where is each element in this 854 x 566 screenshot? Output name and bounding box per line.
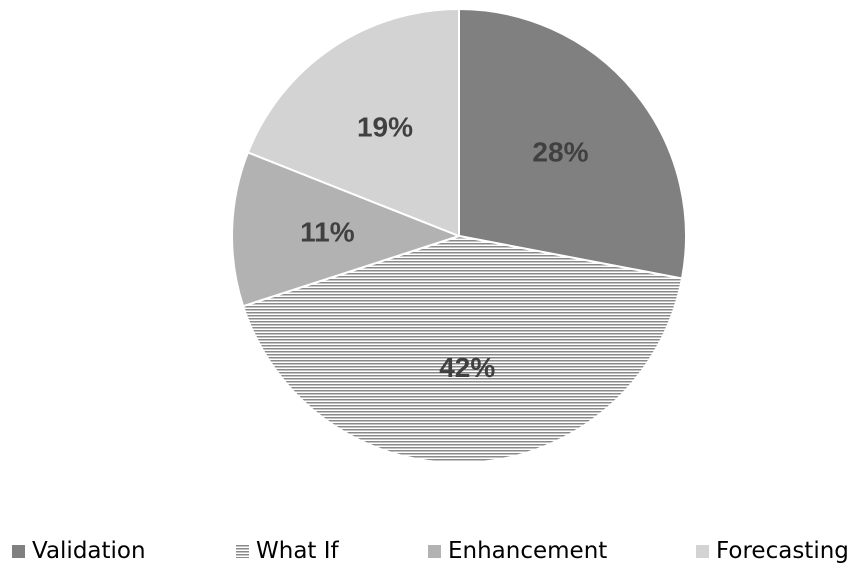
legend-swatch-what-if — [236, 544, 249, 558]
legend-swatch-enhancement — [428, 544, 441, 558]
pie-label-what-if: 42% — [439, 352, 495, 383]
legend: Validation What If Enhancement Forecasti… — [0, 536, 854, 566]
legend-item-enhancement: Enhancement — [428, 536, 607, 566]
legend-swatch-forecasting — [696, 544, 709, 558]
legend-label-validation: Validation — [32, 538, 146, 564]
pie-label-forecasting: 19% — [357, 112, 413, 143]
pie-slice-what-if — [241, 234, 684, 464]
legend-label-enhancement: Enhancement — [448, 538, 608, 564]
pie-slice-validation — [458, 7, 687, 280]
pie-slice-forecasting — [246, 7, 460, 238]
pie-label-validation: 28% — [532, 137, 588, 168]
legend-label-forecasting: Forecasting — [716, 538, 849, 564]
pie-slices — [231, 7, 687, 464]
legend-swatch-validation — [12, 544, 25, 558]
legend-label-what-if: What If — [256, 538, 339, 564]
pie-slice-labels: 28% 42% 11% 19% — [300, 112, 588, 383]
pie-label-enhancement: 11% — [300, 216, 355, 247]
legend-item-what-if: What If — [236, 536, 339, 566]
legend-item-forecasting: Forecasting — [696, 536, 849, 566]
pie-slice-enhancement — [231, 151, 462, 308]
legend-item-validation: Validation — [12, 536, 146, 566]
